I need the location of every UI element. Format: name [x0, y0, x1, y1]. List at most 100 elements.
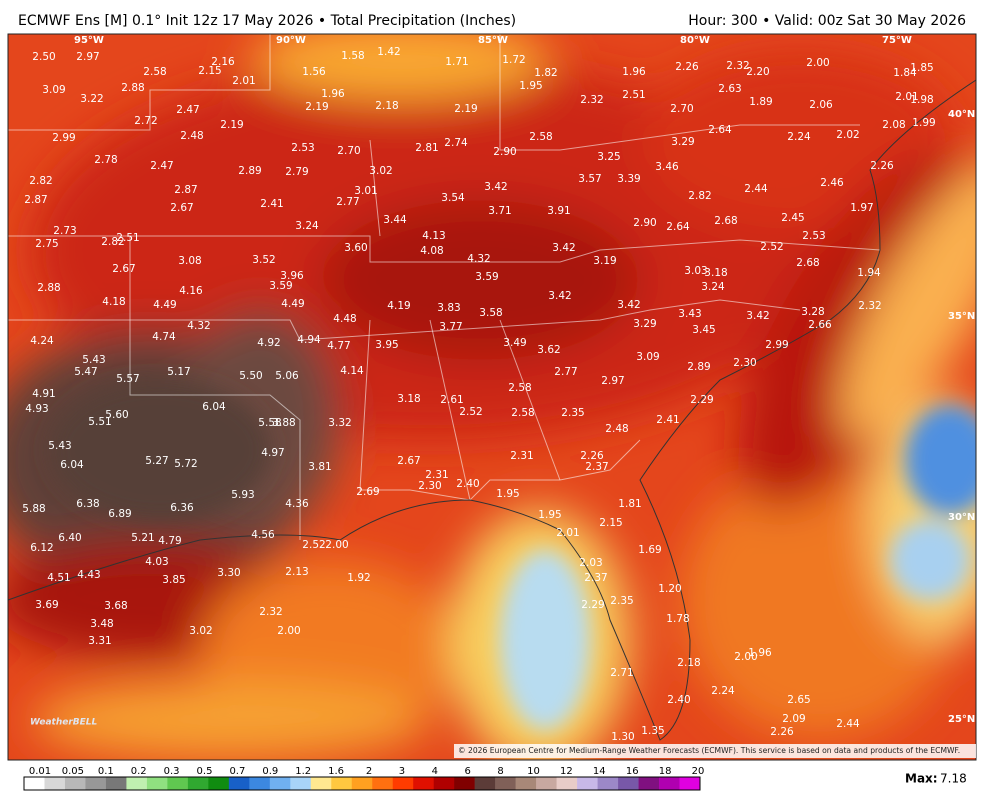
station-value: 2.68 — [796, 257, 819, 269]
station-value: 2.35 — [610, 595, 633, 607]
colorbar-swatch — [597, 777, 619, 790]
station-value: 3.52 — [252, 254, 275, 266]
colorbar-label: 20 — [692, 766, 705, 777]
station-value: 5.50 — [239, 370, 262, 382]
station-value: 1.78 — [666, 613, 689, 625]
station-value: 5.27 — [145, 455, 168, 467]
station-value: 2.00 — [806, 57, 829, 69]
station-value: 3.03 — [684, 265, 707, 277]
colorbar-swatch — [105, 777, 127, 790]
station-value: 2.82 — [29, 175, 52, 187]
station-value: 2.01 — [556, 527, 579, 539]
colorbar-swatch — [536, 777, 557, 790]
station-value: 4.79 — [158, 535, 181, 547]
station-value: 3.31 — [88, 635, 111, 647]
station-value: 2.37 — [585, 461, 608, 473]
colorbar-swatch — [454, 777, 475, 790]
station-value: 3.46 — [655, 161, 679, 173]
colorbar-label: 8 — [497, 766, 503, 777]
station-value: 2.75 — [35, 238, 58, 250]
station-value: 3.24 — [701, 281, 725, 293]
station-value: 4.43 — [77, 569, 100, 581]
station-value: 2.72 — [134, 115, 157, 127]
station-value: 2.77 — [554, 366, 577, 378]
station-value: 4.77 — [327, 340, 350, 352]
colorbar-label: 4 — [432, 766, 438, 777]
colorbar-swatch — [126, 777, 148, 790]
station-value: 2.41 — [260, 198, 283, 210]
colorbar-label: 0.3 — [164, 766, 180, 777]
station-value: 3.43 — [678, 308, 701, 320]
station-value: 2.26 — [770, 726, 794, 738]
station-value: 3.42 — [746, 310, 769, 322]
station-value: 3.59 — [475, 271, 498, 283]
station-value: 2.44 — [744, 183, 768, 195]
station-value: 2.29 — [581, 599, 604, 611]
colorbar-swatch — [372, 777, 394, 790]
longitude-label: 90°W — [276, 35, 306, 46]
station-value: 5.47 — [74, 366, 97, 378]
station-value: 2.53 — [291, 142, 314, 154]
station-value: 3.28 — [801, 306, 824, 318]
station-value: 6.12 — [30, 542, 53, 554]
station-value: 2.52 — [302, 539, 325, 551]
station-value: 2.26 — [675, 61, 699, 73]
station-value: 2.29 — [690, 394, 713, 406]
state-borders — [8, 34, 881, 540]
station-value: 4.36 — [285, 498, 309, 510]
station-value: 2.40 — [667, 694, 690, 706]
station-value: 4.32 — [467, 253, 490, 265]
station-value: 3.24 — [295, 220, 319, 232]
station-value: 4.48 — [333, 313, 356, 325]
station-value: 2.26 — [580, 450, 604, 462]
station-value: 2.88 — [121, 82, 144, 94]
station-value: 2.00 — [734, 651, 757, 663]
station-value: 2.70 — [670, 103, 693, 115]
station-value: 2.74 — [444, 137, 468, 149]
station-value: 4.13 — [422, 230, 445, 242]
station-value: 2.40 — [456, 478, 479, 490]
station-value: 3.88 — [272, 417, 295, 429]
station-value: 4.49 — [281, 298, 304, 310]
station-value: 4.91 — [32, 388, 55, 400]
station-value: 2.53 — [802, 230, 825, 242]
colorbar-label: 0.9 — [262, 766, 278, 777]
station-value: 3.09 — [42, 84, 65, 96]
station-value: 4.14 — [340, 365, 364, 377]
station-value: 3.85 — [162, 574, 185, 586]
colorbar-swatch — [146, 777, 168, 790]
station-value: 2.32 — [726, 60, 749, 72]
colorbar-label: 6 — [465, 766, 471, 777]
station-value: 2.51 — [622, 89, 645, 101]
station-value: 2.13 — [285, 566, 308, 578]
colorbar-label: 1.2 — [295, 766, 311, 777]
colorbar-swatch — [208, 777, 230, 790]
station-value: 2.37 — [584, 572, 607, 584]
colorbar-label: 0.2 — [131, 766, 147, 777]
map-frame — [7, 33, 977, 761]
max-label: Max: — [905, 772, 938, 786]
station-value: 2.19 — [454, 103, 477, 115]
station-value: 2.68 — [714, 215, 737, 227]
station-value: 2.89 — [238, 165, 261, 177]
colorbar-swatch — [64, 777, 86, 790]
longitude-label: 80°W — [680, 35, 710, 46]
colorbar-swatch — [187, 777, 209, 790]
station-value: 2.79 — [285, 166, 308, 178]
station-value: 1.30 — [611, 731, 634, 743]
station-value: 4.93 — [25, 403, 48, 415]
colorbar-label: 0.7 — [229, 766, 245, 777]
station-value: 3.77 — [439, 321, 462, 333]
station-value: 4.56 — [251, 529, 275, 541]
station-value: 4.08 — [420, 245, 443, 257]
latitude-label: 30°N — [948, 512, 975, 523]
valid-time: Hour: 300 • Valid: 00z Sat 30 May 2026 — [688, 13, 966, 29]
station-value: 2.99 — [52, 132, 75, 144]
station-value: 5.58 — [258, 417, 281, 429]
station-value: 2.31 — [425, 469, 448, 481]
station-value: 2.87 — [174, 184, 197, 196]
station-value: 2.90 — [493, 146, 516, 158]
colorbar-swatch — [351, 777, 373, 790]
station-value: 2.00 — [277, 625, 300, 637]
